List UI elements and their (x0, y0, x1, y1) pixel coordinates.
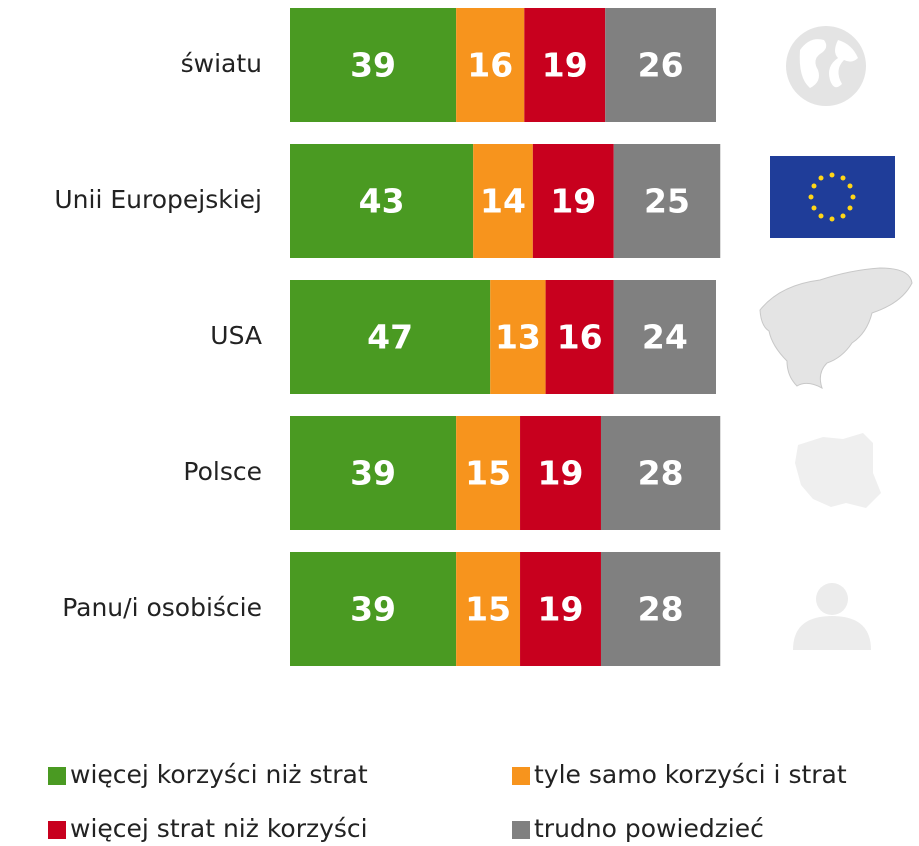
value-label: 39 (350, 454, 396, 493)
value-label: 39 (350, 590, 396, 629)
bar-segment (290, 8, 457, 122)
north-america-icon (759, 267, 913, 390)
value-label: 19 (550, 182, 596, 221)
bar-segment (473, 144, 533, 258)
legend-swatch (512, 821, 530, 839)
value-label: 39 (350, 46, 396, 85)
bar-segment (520, 416, 601, 530)
value-label: 19 (538, 454, 584, 493)
legend-label: więcej korzyści niż strat (70, 760, 368, 789)
category-label: Panu/i osobiście (62, 593, 262, 622)
value-label: 15 (465, 590, 511, 629)
value-label: 16 (557, 318, 603, 357)
person-body (793, 616, 871, 650)
bar-segment (290, 280, 491, 394)
value-label: 14 (480, 182, 526, 221)
bar-segment (545, 280, 614, 394)
bar-segment (490, 280, 546, 394)
legend-label: więcej strat niż korzyści (70, 814, 368, 843)
bar-segment (456, 416, 521, 530)
person-head (816, 583, 848, 615)
legend-swatch (512, 767, 530, 785)
bar-segment (290, 144, 474, 258)
legend-label: tyle samo korzyści i strat (534, 760, 847, 789)
category-label: USA (210, 321, 262, 350)
bar-segment (290, 552, 457, 666)
bar-segment (605, 8, 716, 122)
eu-flag (770, 156, 895, 238)
bar-segment (613, 280, 716, 394)
category-label: światu (181, 49, 262, 78)
eu-stars (808, 172, 856, 222)
value-label: 16 (467, 46, 513, 85)
icons (759, 26, 913, 650)
poland-icon (795, 433, 881, 508)
bar-segment (532, 144, 614, 258)
bar-segment (600, 552, 721, 666)
value-label: 19 (542, 46, 588, 85)
value-label: 24 (642, 318, 688, 357)
value-label: 19 (538, 590, 584, 629)
value-label: 47 (367, 318, 413, 357)
bar-segment (600, 416, 721, 530)
bar-segment (520, 552, 601, 666)
legend-swatch (48, 821, 66, 839)
value-label: 25 (644, 182, 690, 221)
bar-segment (524, 8, 606, 122)
globe-icon (786, 26, 866, 106)
legend-label: trudno powiedzieć (534, 814, 764, 843)
legend-swatch (48, 767, 66, 785)
value-label: 28 (638, 454, 684, 493)
value-label: 15 (465, 454, 511, 493)
bar-segment (456, 8, 525, 122)
bar-segment (456, 552, 521, 666)
value-label: 26 (638, 46, 684, 85)
value-label: 28 (638, 590, 684, 629)
bar-segment (613, 144, 721, 258)
bar-segment (290, 416, 457, 530)
category-label: Polsce (183, 457, 262, 486)
value-label: 13 (495, 318, 541, 357)
value-label: 43 (359, 182, 405, 221)
globe-land (799, 39, 858, 88)
category-label: Unii Europejskiej (54, 185, 262, 214)
